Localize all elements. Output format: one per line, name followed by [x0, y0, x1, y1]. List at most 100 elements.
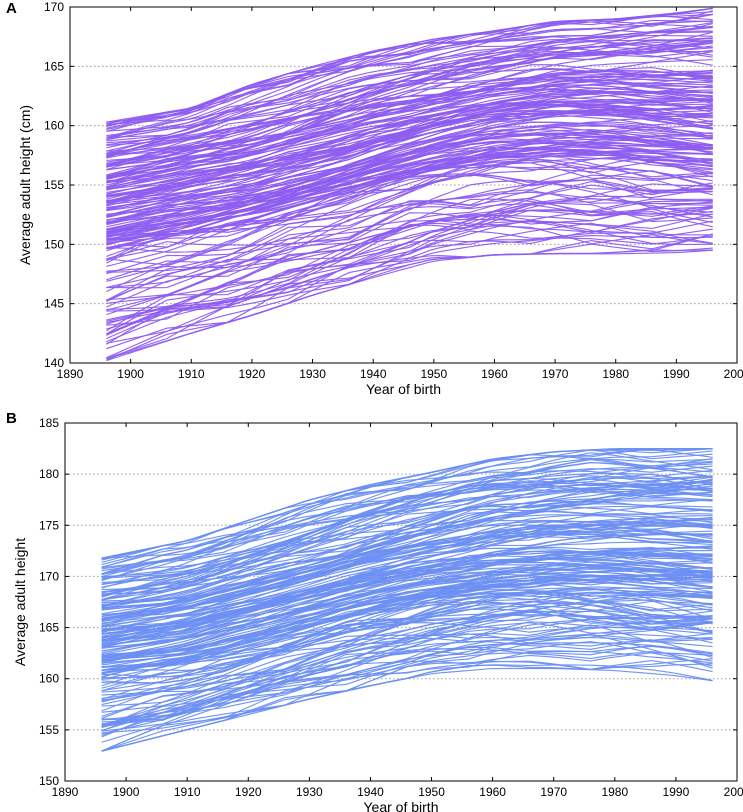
series-line-a-39 [106, 202, 713, 282]
series-line-a-20 [106, 189, 713, 302]
series-line-a-143 [106, 84, 713, 184]
y-tick-label-170: 170 [39, 569, 59, 583]
series-line-a-28 [106, 183, 713, 321]
series-line-a-43 [106, 179, 713, 289]
x-tick-label-1980: 1980 [601, 785, 628, 799]
series-line-a-11 [106, 204, 713, 359]
series-line-b-72 [101, 600, 713, 669]
series-line-b-108 [101, 567, 713, 642]
y-tick-label-165: 165 [39, 621, 59, 635]
x-tick-label-1890: 1890 [57, 367, 84, 381]
series-line-b-128 [101, 517, 713, 619]
y-tick-label-160: 160 [39, 672, 59, 686]
series-line-a-104 [106, 121, 713, 216]
series-line-b-122 [101, 541, 713, 634]
y-axis-label-a: Average adult height (cm) [17, 105, 33, 265]
panel-a: A 1890 1900 1910 1920 1930 1940 1950 1960 1970 19… [0, 0, 743, 395]
series-line-b-166 [101, 483, 713, 588]
series-line-a-17 [106, 207, 713, 335]
y-tick-label-165: 165 [44, 59, 64, 73]
series-line-a-171 [106, 42, 713, 152]
y-ticks-a: 140 145 150 155 160 165 170 [44, 0, 737, 370]
series-line-b-186 [101, 457, 713, 576]
series-line-a-197 [106, 36, 713, 132]
series-line-b-134 [101, 552, 713, 628]
series-line-a-92 [106, 128, 713, 224]
series-line-b-120 [101, 546, 713, 632]
chart-b-svg: 1890 1900 1910 1920 1930 1940 1950 1960 1970 1980… [12, 416, 743, 812]
series-line-b-173 [101, 481, 713, 579]
x-tick-label-1890: 1890 [52, 785, 79, 799]
series-line-a-193 [106, 40, 713, 138]
series-line-a-153 [106, 85, 713, 179]
series-line-a-31 [106, 179, 713, 281]
y-tick-label-160: 160 [44, 119, 64, 133]
x-ticks-a: 1890 1900 1910 1920 1930 1940 1950 1960 1970 1980… [57, 7, 743, 381]
x-tick-label-1920: 1920 [235, 785, 262, 799]
x-tick-label-1910: 1910 [174, 785, 201, 799]
y-tick-label-170: 170 [44, 0, 64, 14]
series-line-b-183 [101, 448, 713, 569]
series-line-b-37 [101, 658, 713, 701]
series-line-b-32 [101, 644, 713, 726]
axes-frame-b [64, 422, 738, 782]
series-line-a-78 [106, 153, 713, 237]
series-line-b-13 [101, 664, 713, 734]
y-tick-label-150: 150 [39, 774, 59, 788]
x-tick-label-1920: 1920 [239, 367, 266, 381]
x-tick-label-1930: 1930 [299, 367, 326, 381]
x-tick-label-1900: 1900 [117, 367, 144, 381]
series-line-a-116 [106, 113, 713, 205]
series-line-b-14 [101, 641, 713, 736]
series-line-a-90 [106, 139, 713, 221]
series-line-a-34 [106, 191, 713, 293]
series-line-a-94 [106, 132, 713, 222]
series-line-b-80 [101, 569, 713, 662]
x-tick-label-1950: 1950 [418, 785, 445, 799]
series-line-a-16 [106, 243, 713, 312]
series-line-a-160 [106, 39, 713, 176]
series-line-b-35 [101, 614, 713, 713]
x-tick-label-1900: 1900 [113, 785, 140, 799]
series-line-b-139 [101, 528, 713, 625]
x-tick-label-1970: 1970 [542, 367, 569, 381]
series-line-a-128 [106, 107, 713, 188]
series-line-b-96 [101, 571, 713, 654]
series-line-b-66 [101, 593, 713, 671]
y-tick-label-155: 155 [44, 178, 64, 192]
series-line-b-39 [101, 634, 713, 702]
series-line-a-50 [106, 146, 713, 244]
series-line-b-136 [101, 522, 713, 616]
x-ticks-b: 1890 1900 1910 1920 1930 1940 1950 1960 1970 1980… [52, 423, 743, 799]
series-line-b-130 [101, 530, 713, 624]
series-line-a-6 [106, 219, 713, 336]
y-tick-label-140: 140 [44, 356, 64, 370]
series-line-b-196 [101, 465, 713, 566]
series-line-b-16 [101, 639, 713, 732]
series-group-a [106, 7, 713, 362]
series-line-a-178 [106, 51, 713, 146]
y-tick-label-185: 185 [39, 416, 59, 430]
series-line-a-174 [106, 42, 713, 156]
series-line-b-189 [101, 490, 713, 575]
series-line-b-64 [101, 591, 713, 671]
series-line-a-97 [106, 128, 713, 219]
series-line-a-173 [106, 39, 713, 159]
x-tick-label-1990: 1990 [663, 367, 690, 381]
series-line-b-101 [101, 564, 713, 647]
x-tick-label-2000: 2000 [724, 367, 743, 381]
series-line-a-81 [106, 141, 713, 231]
x-axis-label-a: Year of birth [366, 381, 441, 395]
series-line-b-168 [101, 510, 713, 591]
series-line-b-162 [101, 521, 713, 606]
series-line-a-13 [106, 234, 713, 343]
series-line-b-58 [101, 596, 713, 671]
x-tick-label-1960: 1960 [481, 367, 508, 381]
series-line-a-72 [106, 164, 713, 241]
y-tick-label-155: 155 [39, 723, 59, 737]
series-line-a-108 [106, 93, 713, 212]
series-line-a-152 [106, 91, 713, 179]
series-line-a-42 [106, 166, 713, 275]
x-tick-label-1950: 1950 [420, 367, 447, 381]
series-group-b [101, 448, 713, 752]
